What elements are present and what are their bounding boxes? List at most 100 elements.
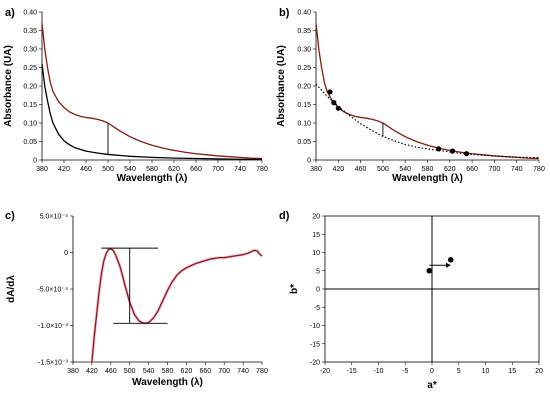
x-axis-label: Wavelength (λ) (132, 377, 203, 388)
y-tick-label: 0.30 (23, 47, 37, 54)
x-axis-label: a* (427, 380, 437, 391)
y-tick-label: 0.15 (23, 102, 37, 109)
x-tick-label: 380 (310, 166, 322, 173)
scatter-point (447, 257, 454, 263)
series-0-glow (90, 247, 264, 363)
x-tick-label: 420 (58, 166, 70, 173)
x-tick-label: 740 (511, 166, 523, 173)
x-tick-label: 660 (466, 166, 478, 173)
data-marker (331, 100, 337, 106)
panel-b: b) 380 420 460 500 540 580 620 660 700 740 780 0 0.05… (276, 7, 545, 184)
x-tick-label: 620 (444, 166, 456, 173)
x-tick-label: 420 (332, 166, 344, 173)
y-tick-label: 0.15 (297, 102, 311, 109)
x-tick-label: 500 (124, 368, 136, 375)
data-marker (436, 146, 442, 152)
y-tick-label: 0.05 (297, 139, 311, 146)
y-tick-label: 0.20 (23, 84, 37, 91)
x-tick-label: 10 (482, 368, 490, 375)
x-tick-label: 660 (199, 368, 211, 375)
panel-d: d) -20 -15 -10 -5 0 5 10 15 20 -20 -15 -10 -5 0 5 10 15 20… (279, 210, 543, 391)
x-tick-label: 540 (399, 166, 411, 173)
x-tick-label: 0 (430, 368, 434, 375)
x-tick-label: 20 (535, 368, 543, 375)
x-tick-label: 540 (143, 368, 155, 375)
y-tick-label: 0 (316, 287, 320, 294)
data-marker (335, 105, 341, 111)
x-tick-label: 780 (256, 368, 268, 375)
x-tick-label: 420 (86, 368, 98, 375)
y-tick-label: 0.20 (297, 84, 311, 91)
x-tick-label: 500 (102, 166, 114, 173)
y-tick-label: 0.10 (297, 121, 311, 128)
x-tick-label: 580 (162, 368, 174, 375)
panel-label: b) (279, 7, 290, 19)
y-tick-label: 0.35 (23, 28, 37, 35)
y-tick-label: 0.40 (23, 10, 37, 17)
y-tick-label: -5 (314, 305, 320, 312)
y-tick-label: 0 (307, 158, 311, 165)
y-tick-label: 5.0×10⁻⁴ (40, 214, 68, 221)
y-axis-label: b* (289, 284, 300, 294)
y-tick-label: 0.25 (23, 65, 37, 72)
y-tick-label: 10 (312, 250, 320, 257)
y-axis-label: Absorbance (UA) (276, 45, 287, 127)
y-tick-label: 0.35 (297, 28, 311, 35)
x-tick-label: 5 (457, 368, 461, 375)
x-tick-label: -10 (373, 368, 383, 375)
y-tick-label: 5 (316, 268, 320, 275)
x-tick-label: 700 (489, 166, 501, 173)
y-axis-label: Absorbance (UA) (3, 45, 14, 127)
x-tick-label: 460 (80, 166, 92, 173)
x-tick-label: 780 (533, 166, 545, 173)
panel-a: a) 380 420 460 500 540 580 620 660 700 740 780 0 0.05… (3, 7, 268, 184)
x-tick-label: 460 (355, 166, 367, 173)
data-marker (463, 151, 470, 157)
x-tick-label: 620 (168, 166, 180, 173)
x-tick-label: 700 (212, 166, 224, 173)
x-tick-label: -15 (347, 368, 357, 375)
x-tick-label: -20 (320, 368, 330, 375)
data-marker (449, 148, 456, 154)
panel-c: c) 380 420 460 500 540 580 620 660 700 740 780 -1.5×… (5, 210, 268, 388)
y-tick-label: -5.0×10⁻⁴ (37, 287, 68, 294)
y-tick-label: 20 (312, 214, 320, 221)
data-marker (327, 89, 333, 95)
y-tick-label: 15 (312, 232, 320, 239)
x-tick-label: 15 (508, 368, 516, 375)
y-tick-label: 0.10 (23, 121, 37, 128)
x-tick-label: 460 (105, 368, 117, 375)
series-0-line (315, 23, 540, 160)
x-tick-label: 700 (218, 368, 230, 375)
x-tick-label: 780 (256, 166, 268, 173)
x-tick-label: 580 (422, 166, 434, 173)
x-tick-label: 620 (181, 368, 193, 375)
x-tick-label: 500 (377, 166, 389, 173)
series-0-line (91, 248, 263, 363)
x-axis-label: Wavelength (λ) (392, 173, 463, 184)
y-tick-label: 0 (64, 250, 68, 257)
y-tick-label: 0.40 (297, 10, 311, 17)
series-0-line (41, 23, 263, 160)
y-tick-label: 0.25 (297, 65, 311, 72)
series-1-line (41, 63, 262, 160)
y-tick-label: -1.5×10⁻³ (38, 360, 69, 367)
x-axis-label: Wavelength (λ) (117, 173, 188, 184)
y-tick-label: -20 (310, 360, 320, 367)
y-tick-label: -10 (310, 323, 320, 330)
y-tick-label: 0.05 (23, 139, 37, 146)
x-tick-label: 580 (146, 166, 158, 173)
x-tick-label: 540 (124, 166, 136, 173)
x-tick-label: 660 (190, 166, 202, 173)
x-tick-label: 380 (67, 368, 79, 375)
y-axis-label: dA/dλ (6, 275, 17, 303)
panel-label: a) (5, 7, 15, 19)
scatter-point (426, 267, 433, 274)
y-tick-label: -1.0×10⁻³ (38, 323, 69, 330)
panel-label: d) (279, 210, 290, 222)
annotation-arrow-head (445, 262, 451, 268)
y-tick-label: -15 (310, 341, 320, 348)
y-tick-label: 0 (33, 158, 37, 165)
x-tick-label: 740 (237, 368, 249, 375)
